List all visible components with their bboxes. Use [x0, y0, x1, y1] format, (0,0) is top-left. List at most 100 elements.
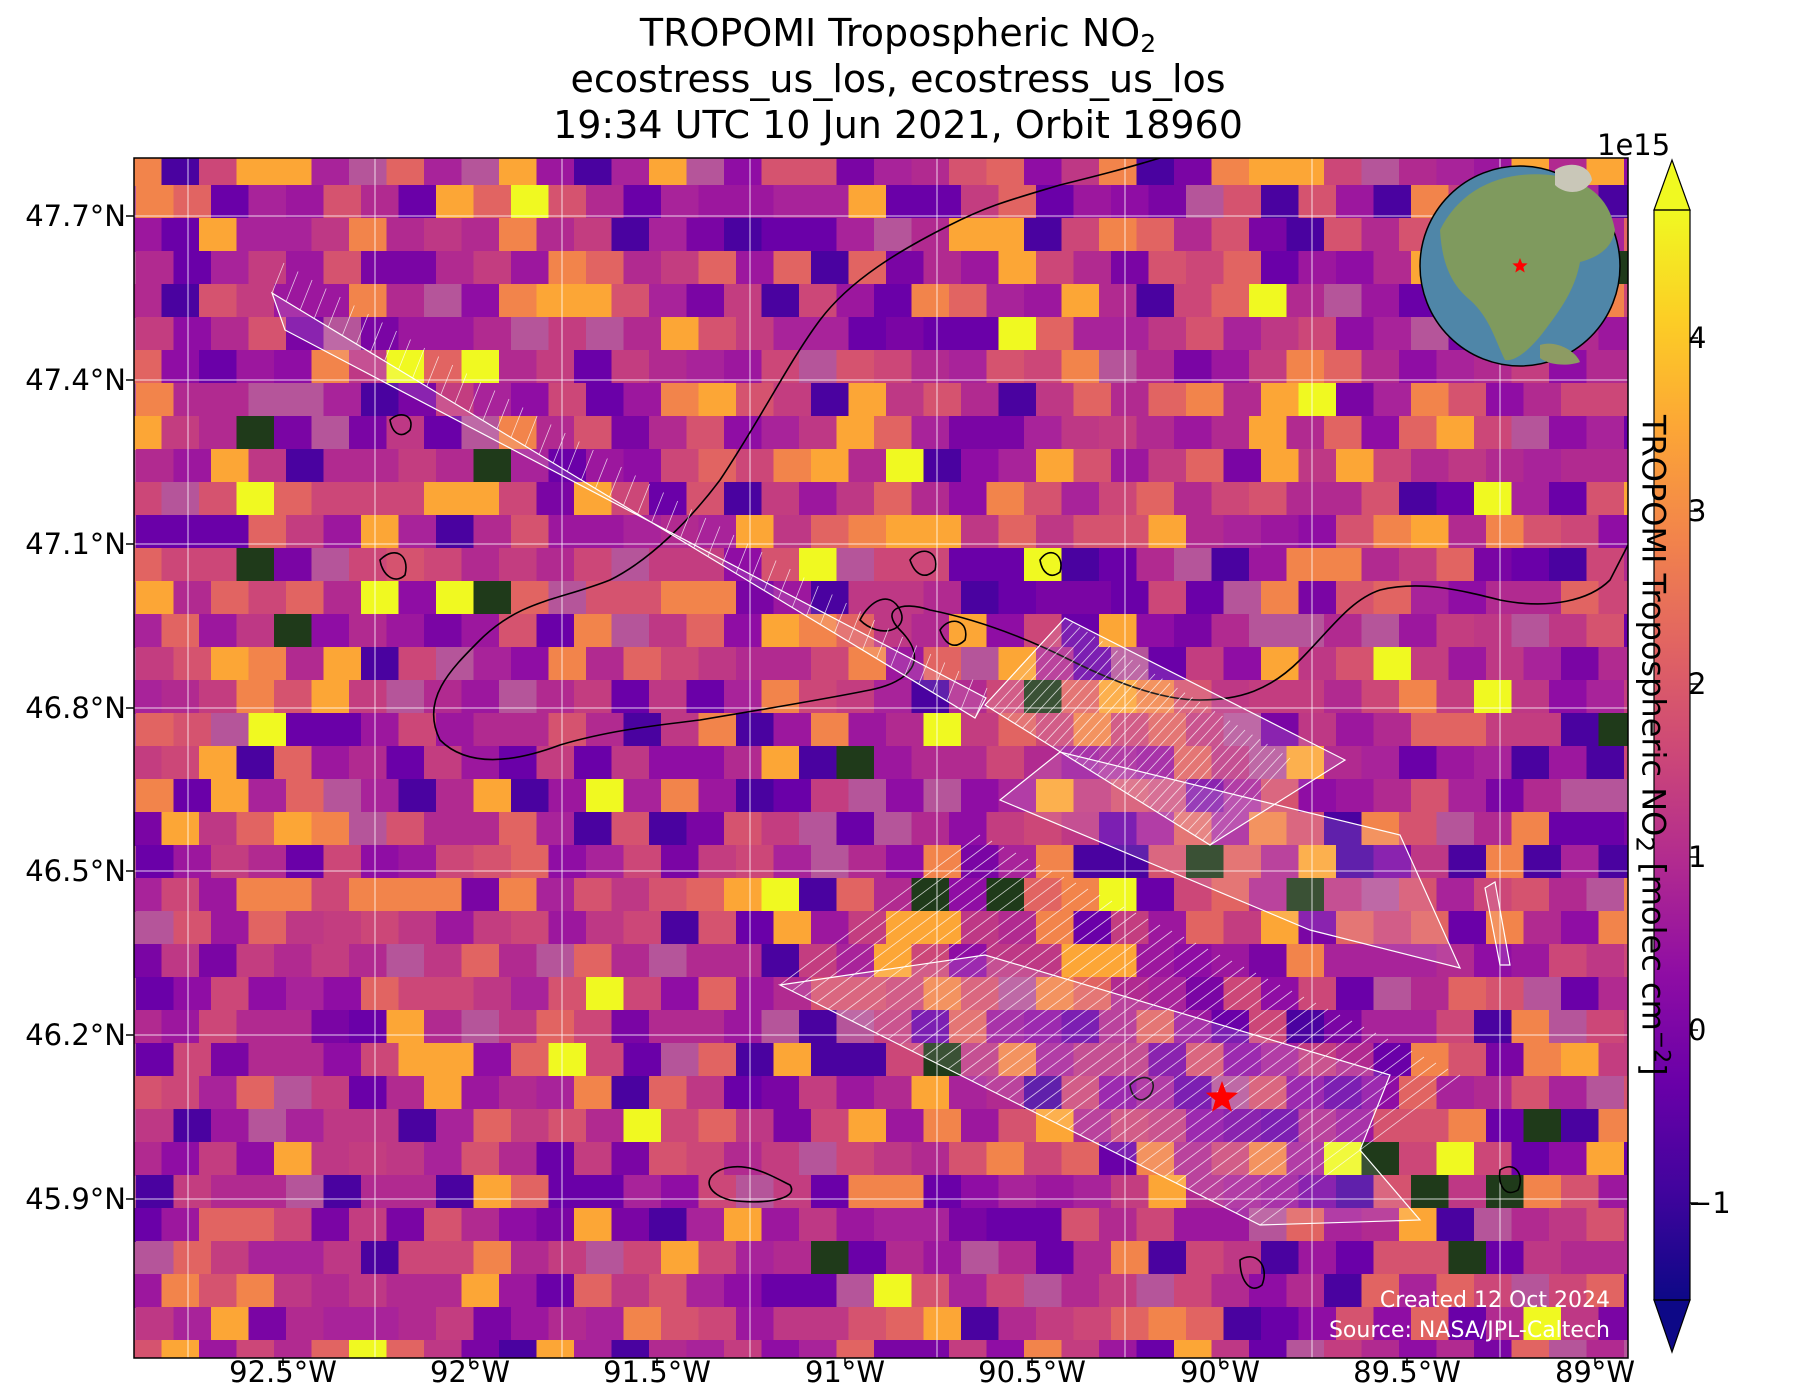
no2-pixel-grid: [134, 158, 1628, 1358]
no2-pixel: [1373, 185, 1412, 219]
no2-pixel: [386, 1010, 425, 1044]
swath-grid-line: [1247, 1068, 1449, 1220]
no2-pixel: [1561, 911, 1600, 945]
no2-pixel: [248, 383, 287, 417]
no2-pixel: [698, 647, 737, 681]
swath-grid-line: [1044, 655, 1126, 743]
no2-pixel: [1099, 158, 1138, 186]
no2-pixel: [961, 449, 1000, 483]
no2-pixel: [1099, 1274, 1138, 1308]
no2-pixel: [1211, 158, 1250, 186]
no2-pixel: [761, 1340, 800, 1358]
no2-pixel: [811, 779, 850, 813]
no2-pixel: [323, 647, 362, 681]
no2-pixel: [473, 1043, 512, 1077]
no2-pixel: [1361, 680, 1400, 714]
no2-pixel: [1036, 1175, 1075, 1209]
no2-pixel: [949, 350, 988, 384]
no2-pixel: [623, 581, 662, 615]
no2-pixel: [173, 449, 212, 483]
no2-pixel: [161, 1142, 200, 1176]
no2-pixel: [248, 581, 287, 615]
no2-pixel: [761, 944, 800, 978]
no2-pixel: [1586, 1340, 1625, 1358]
no2-pixel: [386, 944, 425, 978]
no2-pixel: [274, 614, 313, 648]
no2-pixel: [761, 1076, 800, 1110]
no2-pixel: [236, 680, 275, 714]
colorbar-tick-label: 4: [1688, 321, 1707, 355]
no2-pixel: [761, 614, 800, 648]
no2-pixel: [923, 779, 962, 813]
no2-pixel: [236, 878, 275, 912]
no2-pixel: [686, 1340, 725, 1358]
swath-grid-line: [995, 942, 1197, 1094]
no2-pixel: [1523, 383, 1562, 417]
no2-pixel: [286, 779, 325, 813]
no2-pixel: [1249, 284, 1288, 318]
no2-pixel: [961, 845, 1000, 879]
no2-pixel: [886, 1241, 925, 1275]
no2-pixel: [611, 350, 650, 384]
no2-pixel: [1136, 1340, 1175, 1358]
no2-pixel: [611, 878, 650, 912]
swath-grid-line: [735, 543, 749, 574]
no2-pixel: [323, 515, 362, 549]
no2-pixel: [473, 449, 512, 483]
no2-pixel: [548, 1175, 587, 1209]
no2-pixel: [1148, 383, 1187, 417]
no2-pixel: [436, 911, 475, 945]
no2-pixel: [134, 746, 163, 780]
swath-grid-line: [693, 517, 707, 549]
no2-pixel: [986, 158, 1025, 186]
no2-pixel: [1174, 812, 1213, 846]
colorbar-tick-label: 1: [1688, 840, 1707, 874]
no2-pixel: [1211, 1340, 1250, 1358]
swath-grid-line: [1151, 1020, 1353, 1172]
no2-pixel: [623, 1043, 662, 1077]
no2-pixel: [586, 449, 625, 483]
no2-pixel: [1511, 1010, 1550, 1044]
swath-grid-line: [1259, 1074, 1461, 1226]
swath-grid-line: [1089, 683, 1171, 771]
no2-pixel: [1361, 944, 1400, 978]
no2-pixel: [961, 647, 1000, 681]
no2-pixel: [236, 944, 275, 978]
no2-pixel: [698, 581, 737, 615]
no2-pixel: [1136, 416, 1175, 450]
swath-grid-line: [1127, 706, 1208, 794]
swath-grid-line: [580, 449, 594, 481]
no2-pixel: [686, 218, 725, 252]
no2-pixel: [1186, 251, 1225, 285]
no2-pixel: [1286, 284, 1325, 318]
no2-pixel: [473, 911, 512, 945]
no2-pixel: [1586, 482, 1625, 516]
no2-pixel: [923, 185, 962, 219]
no2-pixel: [1061, 1274, 1100, 1308]
no2-pixel: [473, 779, 512, 813]
no2-pixel: [1186, 1307, 1225, 1341]
no2-pixel: [1024, 746, 1063, 780]
no2-pixel: [1624, 878, 1628, 912]
no2-pixel: [836, 746, 875, 780]
no2-pixel: [1336, 251, 1375, 285]
no2-pixel: [1598, 1241, 1628, 1275]
no2-pixel: [548, 911, 587, 945]
no2-pixel: [1436, 680, 1475, 714]
no2-pixel: [461, 218, 500, 252]
no2-pixel: [173, 383, 212, 417]
apostle-islands-outline: [859, 550, 1062, 646]
globe-location-star: [1512, 258, 1528, 273]
no2-pixel: [623, 845, 662, 879]
no2-pixel: [1474, 416, 1513, 450]
no2-pixel: [1111, 383, 1150, 417]
no2-pixel: [311, 482, 350, 516]
no2-pixel: [211, 251, 250, 285]
swath-grid-line: [313, 288, 327, 319]
no2-pixel: [724, 1340, 763, 1358]
no2-pixel: [274, 548, 313, 582]
no2-pixel: [461, 1274, 500, 1308]
no2-pixel: [386, 812, 425, 846]
no2-pixel: [1624, 614, 1628, 648]
no2-pixel: [836, 812, 875, 846]
